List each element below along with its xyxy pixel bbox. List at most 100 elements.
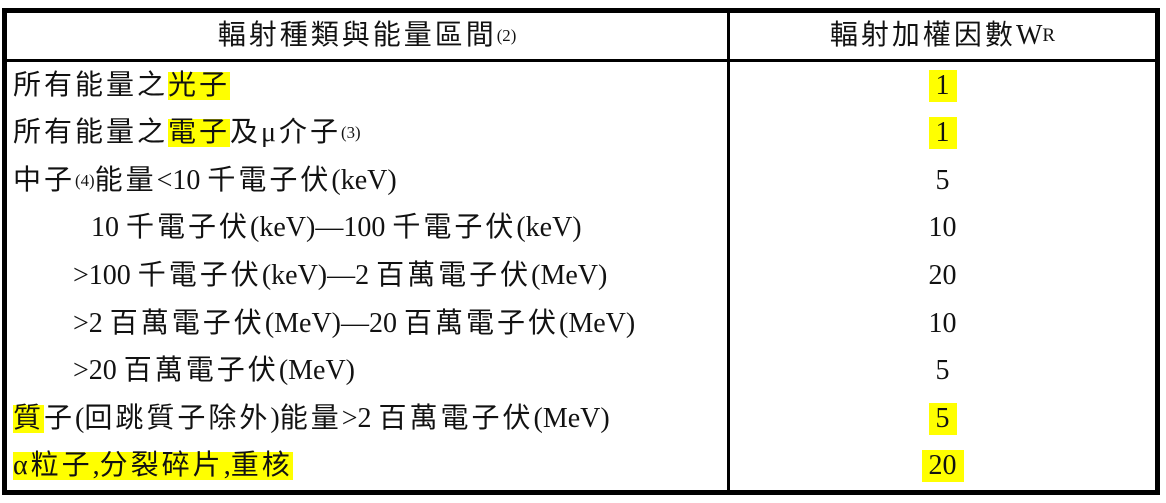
- text-run: 能量: [94, 164, 157, 196]
- text-run: (MeV): [533, 402, 610, 434]
- table-body: 所有能量之 光子 1 所有能量之 電子 及μ介子 (3) 1 中子 (4) 能量<10 千電子伏(k…: [7, 62, 1155, 491]
- text-run: (: [75, 402, 85, 434]
- text-run: 輻射加權因數: [829, 20, 1016, 51]
- row-text: 所有能量之: [13, 119, 168, 147]
- text-run: (MeV)—20: [264, 307, 405, 339]
- text-run: 百萬電子伏: [109, 307, 265, 339]
- radiation-type-cell: 質子(回跳質子除外)能量>2 百萬電子伏(MeV): [7, 394, 730, 443]
- text-run: 能量: [279, 402, 342, 434]
- wr-value: 1: [928, 69, 957, 102]
- row-text: >100 千電子伏(keV)—2 百萬電子伏(MeV): [73, 262, 607, 290]
- text-run: (MeV): [531, 260, 608, 292]
- radiation-type-cell: 中子 (4) 能量<10 千電子伏(keV): [7, 157, 730, 205]
- text-run: (keV)—100: [250, 212, 393, 244]
- table-row: 10 千電子伏(keV)—100 千電子伏(keV) 10: [7, 204, 1155, 253]
- radiation-type-cell: α粒子,分裂碎片,重核: [7, 442, 730, 491]
- wr-value-cell: 10: [730, 205, 1155, 253]
- text-run: 及μ介子: [230, 117, 342, 149]
- text-run: (keV): [331, 164, 397, 196]
- table-row: >2 百萬電子伏(MeV)—20 百萬電子伏(MeV) 10: [7, 299, 1155, 348]
- row-text: 子(回跳質子除外)能量>2 百萬電子伏(MeV): [44, 402, 610, 434]
- footnote-marker: (2): [496, 25, 517, 45]
- text-run: 重核: [230, 450, 293, 482]
- text-run: 輻射種類與能量區間: [217, 20, 497, 51]
- wr-value: 5: [935, 164, 950, 196]
- text-run: (keV): [516, 212, 582, 244]
- text-run: 千電子伏: [392, 212, 517, 244]
- table-row: >20 百萬電子伏(MeV) 5: [7, 347, 1155, 395]
- row-text: 中子: [13, 164, 76, 196]
- text-run: (MeV): [278, 355, 356, 387]
- wr-value-cell: 20: [730, 443, 1155, 491]
- highlighted-text: 質: [13, 402, 45, 434]
- radiation-type-cell: 所有能量之 光子: [7, 62, 730, 110]
- radiation-type-cell: 所有能量之 電子 及μ介子 (3): [7, 109, 730, 158]
- wr-value-cell: 5: [730, 157, 1155, 205]
- footnote-marker: (4): [75, 170, 95, 190]
- text-run: >20: [73, 355, 124, 387]
- wr-value-cell: 5: [730, 395, 1155, 443]
- text-run: 千電子伏: [137, 260, 262, 292]
- wr-value-cell: 5: [730, 347, 1155, 395]
- header-radiation-type: 輻射種類與能量區間 (2): [7, 13, 730, 59]
- row-text: >2 百萬電子伏(MeV)—20 百萬電子伏(MeV): [73, 307, 636, 339]
- text-run: 回跳質子除外: [84, 402, 271, 434]
- text-run: 分裂碎片: [99, 450, 224, 482]
- text-run: 百萬電子伏: [376, 260, 532, 292]
- text-run: 子: [44, 402, 76, 434]
- wr-value-cell: 1: [730, 62, 1155, 110]
- wr-value: 20: [928, 260, 957, 292]
- table-row: >100 千電子伏(keV)—2 百萬電子伏(MeV) 20: [7, 252, 1155, 300]
- text-run: 百萬電子伏: [123, 355, 279, 387]
- wr-value: 5: [935, 355, 950, 387]
- wr-subscript: R: [1042, 25, 1056, 47]
- highlighted-text: α粒子,分裂碎片,重核: [13, 450, 293, 482]
- row-text: 所有能量之: [13, 69, 169, 101]
- highlighted-text: 光子: [168, 69, 231, 101]
- row-text: >20 百萬電子伏(MeV): [73, 357, 355, 385]
- text-run: 光子: [168, 69, 231, 101]
- text-run: ,: [223, 450, 231, 482]
- text-run: >2: [341, 402, 379, 434]
- wr-value: 10: [928, 307, 957, 339]
- highlighted-text: 電子: [168, 117, 231, 149]
- text-run: ,: [92, 450, 100, 482]
- wr-value-cell: 10: [730, 300, 1155, 348]
- row-text: 及μ介子: [230, 119, 341, 147]
- text-run: >100: [73, 260, 138, 292]
- radiation-type-cell: 10 千電子伏(keV)—100 千電子伏(keV): [7, 204, 730, 253]
- text-run: 所有能量之: [13, 117, 169, 149]
- text-run: 千電子伏: [126, 212, 251, 244]
- text-run: 百萬電子伏: [378, 402, 534, 434]
- text-run: 質: [13, 402, 45, 434]
- text-run: 中子: [13, 164, 76, 196]
- text-run: 所有能量之: [13, 69, 169, 101]
- row-text: 能量<10 千電子伏(keV): [94, 164, 397, 196]
- text-run: (MeV): [559, 307, 636, 339]
- row-text: 10 千電子伏(keV)—100 千電子伏(keV): [91, 214, 582, 242]
- radiation-type-cell: >20 百萬電子伏(MeV): [7, 347, 730, 395]
- radiation-type-cell: >100 千電子伏(keV)—2 百萬電子伏(MeV): [7, 252, 730, 300]
- wr-value: 10: [928, 212, 957, 244]
- text-run: 千電子伏: [207, 164, 332, 196]
- text-run: 電子: [168, 117, 231, 149]
- table-row: α粒子,分裂碎片,重核 20: [7, 442, 1155, 491]
- wr-value-cell: 20: [730, 252, 1155, 300]
- table-row: 中子 (4) 能量<10 千電子伏(keV) 5: [7, 157, 1155, 205]
- text-run: <10: [156, 164, 208, 196]
- text-run: 10: [91, 212, 126, 244]
- text-run: 百萬電子伏: [404, 307, 560, 339]
- wr-value: 5: [928, 402, 957, 435]
- footnote-marker: (3): [341, 122, 361, 142]
- text-run: ): [270, 402, 280, 434]
- wr-value: 20: [921, 450, 964, 483]
- radiation-type-cell: >2 百萬電子伏(MeV)—20 百萬電子伏(MeV): [7, 299, 730, 348]
- wr-value-cell: 1: [730, 110, 1155, 158]
- text-run: (keV)—2: [261, 260, 377, 292]
- wr-value: 1: [928, 117, 957, 150]
- text-run: W: [1015, 20, 1043, 51]
- table-row: 所有能量之 光子 1: [7, 62, 1155, 110]
